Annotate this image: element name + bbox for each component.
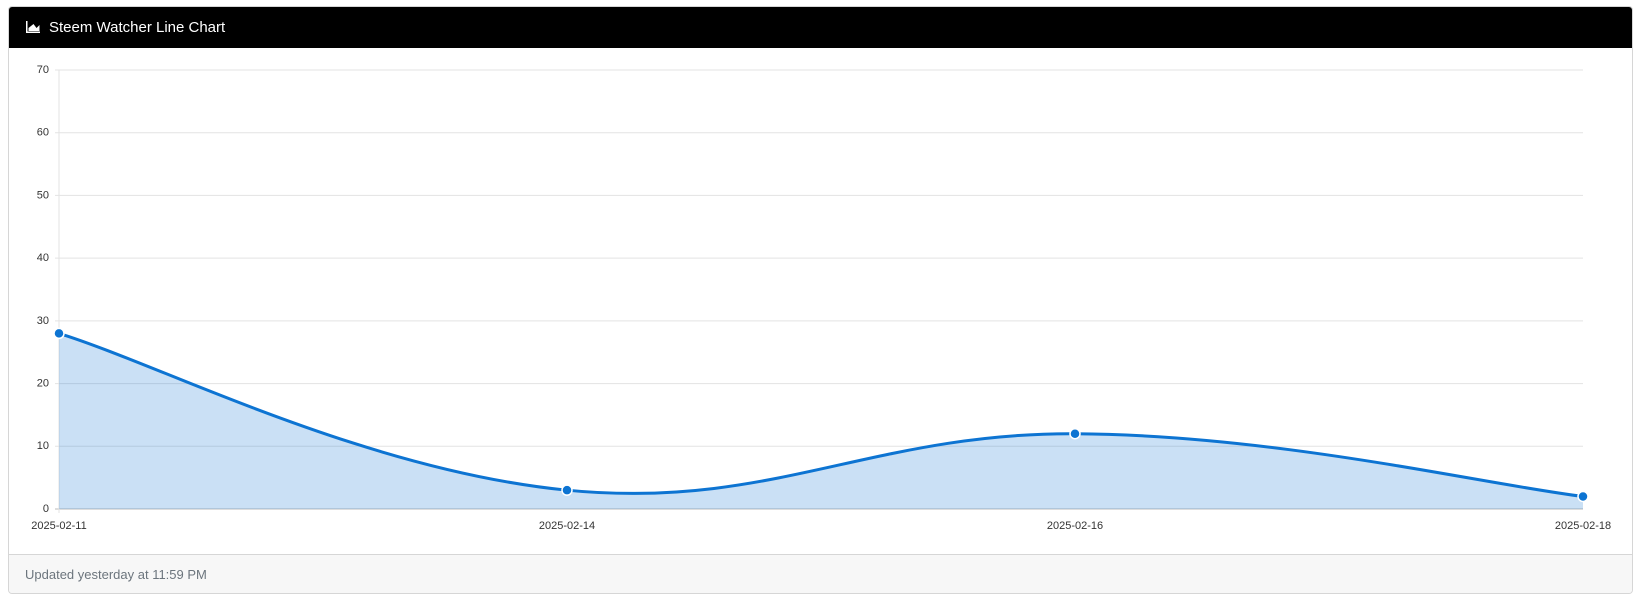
y-tick-label: 10 (37, 440, 49, 452)
x-tick-label: 2025-02-11 (31, 520, 86, 532)
y-tick-label: 30 (37, 315, 49, 327)
y-tick-label: 20 (37, 377, 49, 389)
y-tick-label: 60 (37, 127, 49, 139)
y-tick-label: 50 (37, 189, 49, 201)
x-tick-label: 2025-02-18 (1555, 520, 1611, 532)
chart: 0 10 20 30 40 50 60 70 2025-02-11 2025-02-14 2025-… (31, 64, 1611, 532)
y-tick-label: 40 (37, 252, 49, 264)
card-footer: Updated yesterday at 11:59 PM (9, 554, 1632, 593)
x-tick-label: 2025-02-14 (539, 520, 595, 532)
y-tick-label: 70 (37, 64, 49, 76)
card-title: Steem Watcher Line Chart (49, 19, 226, 36)
card: Steem Watcher Line Chart Updated yesterd… (8, 6, 1633, 594)
point (1069, 427, 1081, 440)
x-tick-label: 2025-02-16 (1047, 520, 1103, 532)
y-tick-label: 0 (43, 503, 49, 515)
card-header: Steem Watcher Line Chart (9, 7, 1632, 48)
point (1577, 490, 1589, 503)
point (53, 327, 65, 340)
chart-icon (26, 21, 40, 33)
point (561, 484, 573, 496)
line (58, 331, 1584, 498)
area (59, 333, 1583, 509)
footer-text: Updated yesterday at 11:59 PM (25, 566, 207, 582)
